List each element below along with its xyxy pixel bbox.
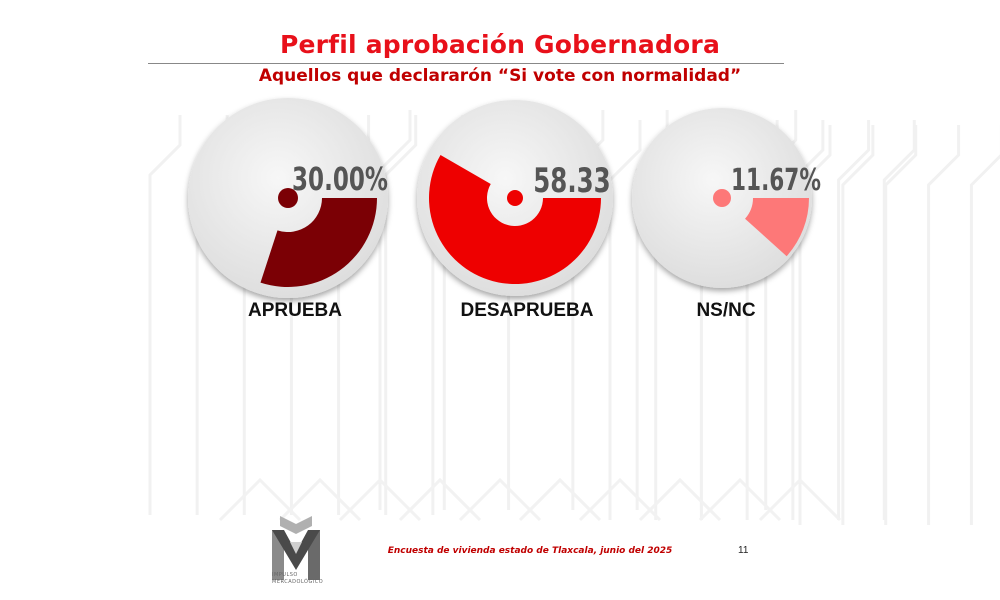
page-subtitle: Aquellos que declararón “Si vote con nor… bbox=[258, 66, 742, 86]
background-line bbox=[638, 477, 722, 522]
background-line bbox=[518, 477, 602, 522]
gauge-center-dot-nsnc bbox=[713, 189, 731, 207]
title-divider bbox=[148, 63, 784, 64]
value-label-nsnc: 11.67% bbox=[731, 164, 821, 198]
background-line bbox=[927, 125, 961, 525]
background-line bbox=[969, 125, 1000, 525]
background-line bbox=[148, 115, 182, 515]
background-line bbox=[278, 477, 362, 522]
background-line bbox=[608, 120, 642, 520]
background-line bbox=[798, 125, 832, 525]
background-line bbox=[378, 110, 412, 510]
background-line bbox=[458, 477, 542, 522]
value-label-aprueba: 30.00% bbox=[292, 160, 388, 198]
background-line bbox=[218, 477, 302, 522]
logo-text-line-2: MERCADOLÓGICO bbox=[272, 579, 324, 585]
gauge-center-dot-aprueba bbox=[278, 188, 298, 208]
gauge-center-dot-desaprueba bbox=[507, 190, 523, 206]
background-line bbox=[791, 120, 825, 520]
background-line bbox=[698, 477, 782, 522]
category-label-aprueba: APRUEBA bbox=[248, 300, 342, 321]
background-line bbox=[758, 477, 842, 522]
gauge-segment-aprueba bbox=[260, 198, 377, 288]
background-line bbox=[384, 115, 418, 515]
category-label-nsnc: NS/NC bbox=[696, 300, 756, 321]
category-label-desaprueba: DESAPRUEBA bbox=[460, 300, 594, 321]
background-line bbox=[578, 477, 662, 522]
background-line bbox=[837, 120, 871, 520]
background-line bbox=[338, 477, 422, 522]
page-number: 11 bbox=[738, 545, 749, 556]
logo-text-line-1: IMPULSO bbox=[272, 572, 298, 578]
company-logo bbox=[272, 516, 320, 580]
gauge-segment-nsnc bbox=[745, 198, 810, 257]
footer-source: Encuesta de vivienda estado de Tlaxcala,… bbox=[387, 546, 673, 556]
background-line bbox=[841, 125, 875, 525]
background-line bbox=[398, 477, 482, 522]
value-label-desaprueba: 58.33 bbox=[533, 161, 610, 200]
page-title: Perfil aprobación Gobernadora bbox=[279, 30, 721, 59]
background-line bbox=[884, 125, 918, 525]
gauge-segment-desaprueba bbox=[428, 155, 601, 285]
